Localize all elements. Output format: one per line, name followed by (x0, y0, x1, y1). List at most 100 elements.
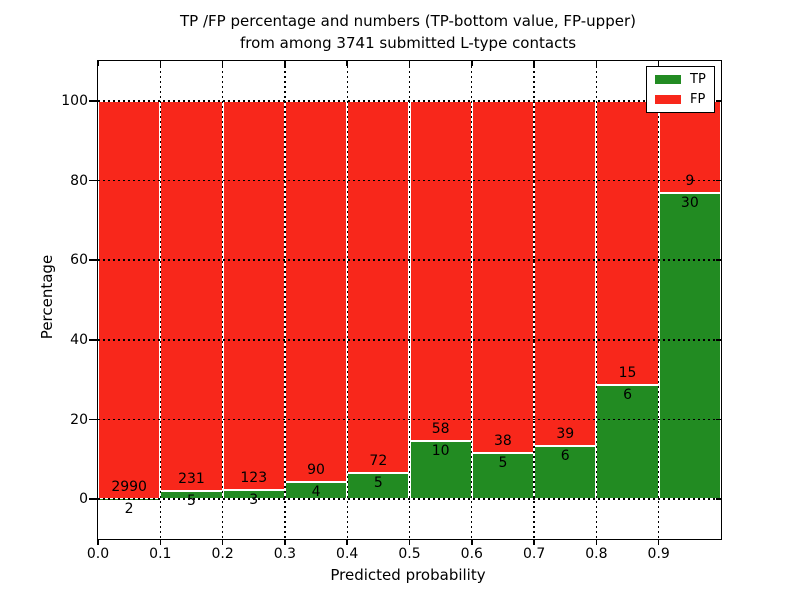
y-tick-label: 0 (79, 491, 88, 508)
tp-count-label: 3 (249, 491, 259, 508)
vertical-gridline (595, 61, 598, 539)
fp-bar-segment (284, 100, 348, 483)
fp-count-label: 123 (240, 469, 268, 486)
x-axis-tick (159, 539, 162, 545)
tp-count-label: 5 (373, 475, 383, 492)
fp-count-label: 231 (178, 470, 205, 487)
fp-bar-segment (471, 100, 535, 453)
y-axis-tick-right (716, 498, 721, 500)
x-axis-tick-top (657, 61, 660, 66)
x-axis-tick-top (284, 61, 286, 66)
fp-count-label: 58 (431, 420, 450, 437)
x-tick-label: 0.2 (211, 546, 234, 562)
fp-bar-segment (409, 100, 472, 441)
fp-legend-label: FP (690, 92, 706, 107)
fp-count-label: 9 (685, 172, 695, 189)
vertical-gridline (346, 61, 348, 539)
vertical-gridline (533, 61, 535, 539)
fp-bar-segment (596, 100, 659, 386)
fp-legend-swatch (655, 95, 681, 104)
y-axis-tick-right (716, 259, 721, 261)
plot-area: 2990 2 231 5 123 3 90 4 72 5 58 10 38 5 39 6 15 6 9 30 0 20 40… (61, 60, 722, 561)
y-axis-tick-right (716, 339, 721, 341)
fp-count-label: 38 (494, 432, 512, 449)
y-tick-label: 60 (70, 252, 88, 269)
x-axis-tick (595, 539, 598, 545)
vertical-gridline (284, 61, 286, 539)
x-axis-label: Predicted probability (330, 566, 486, 584)
tp-bar-segment (596, 385, 659, 500)
tp-count-label: 6 (623, 387, 633, 404)
fp-count-label: 72 (369, 453, 388, 470)
x-axis-tick-top (471, 61, 473, 66)
fp-bar-segment (347, 100, 410, 474)
tp-count-label: 10 (431, 442, 450, 459)
x-axis-tick (408, 539, 411, 545)
y-tick-label: 20 (70, 411, 88, 428)
x-axis-tick-top (97, 61, 99, 66)
x-axis-tick (471, 539, 473, 545)
fp-bar-segment (98, 100, 161, 499)
legend-entry-tp: TP (655, 73, 706, 86)
fp-bar-segment (222, 100, 285, 490)
x-axis-tick-top (595, 61, 598, 66)
tp-count-label: 5 (186, 492, 196, 509)
fp-count-label: 2990 (111, 478, 147, 495)
x-tick-label: 0.8 (585, 546, 608, 562)
vertical-gridline (221, 61, 224, 539)
tp-count-label: 30 (680, 194, 699, 211)
x-tick-label: 0.0 (86, 546, 110, 562)
x-axis-tick (657, 539, 660, 545)
x-axis-tick (533, 539, 535, 545)
x-axis-tick (346, 539, 348, 545)
x-tick-label: 0.1 (149, 546, 172, 562)
tp-legend-label: TP (690, 72, 706, 87)
x-axis-tick-top (533, 61, 535, 66)
x-axis-tick-top (159, 61, 162, 66)
y-tick-label: 40 (70, 331, 88, 348)
x-tick-label: 0.7 (522, 546, 546, 562)
fp-count-label: 90 (307, 462, 325, 479)
tp-count-label: 2 (124, 500, 134, 517)
y-axis-tick (89, 179, 97, 182)
y-axis-tick (89, 259, 97, 261)
x-axis-tick (221, 539, 224, 545)
tp-count-label: 5 (498, 454, 508, 471)
y-axis-tick (89, 339, 97, 341)
tp-bar-segment (658, 192, 721, 500)
x-tick-label: 0.4 (336, 546, 359, 562)
legend: TP FP (646, 66, 715, 113)
y-tick-label: 80 (70, 172, 88, 189)
chart-title-line1: TP /FP percentage and numbers (TP-bottom… (180, 12, 636, 30)
fp-bar-segment (534, 100, 597, 447)
vertical-gridline (471, 61, 473, 539)
tp-count-label: 4 (311, 484, 321, 501)
vertical-gridline (408, 61, 411, 539)
x-axis-tick-top (408, 61, 411, 66)
fp-count-label: 39 (556, 426, 575, 443)
fp-bar-segment (658, 100, 721, 193)
x-axis-tick-top (221, 61, 224, 66)
x-axis-tick (97, 539, 99, 545)
vertical-gridline (658, 61, 660, 539)
x-axis-tick-top (346, 61, 348, 66)
y-axis-tick-right (716, 100, 721, 102)
x-axis-tick (284, 539, 286, 545)
y-axis-tick-right (716, 418, 721, 421)
fp-bar-segment (160, 100, 223, 491)
x-tick-label: 0.6 (460, 546, 483, 562)
y-axis-tick (89, 498, 97, 500)
fp-count-label: 15 (618, 365, 637, 382)
x-tick-label: 0.9 (647, 546, 670, 562)
tp-bar-segment (409, 440, 472, 500)
vertical-gridline (159, 61, 161, 539)
x-tick-label: 0.5 (398, 546, 421, 562)
tp-legend-swatch (655, 75, 681, 84)
y-axis-tick (89, 418, 97, 421)
x-tick-label: 0.3 (273, 546, 297, 562)
y-tick-label: 100 (61, 92, 88, 109)
y-axis-tick (89, 100, 97, 102)
y-axis-tick-right (716, 179, 721, 182)
tp-count-label: 6 (560, 448, 570, 465)
